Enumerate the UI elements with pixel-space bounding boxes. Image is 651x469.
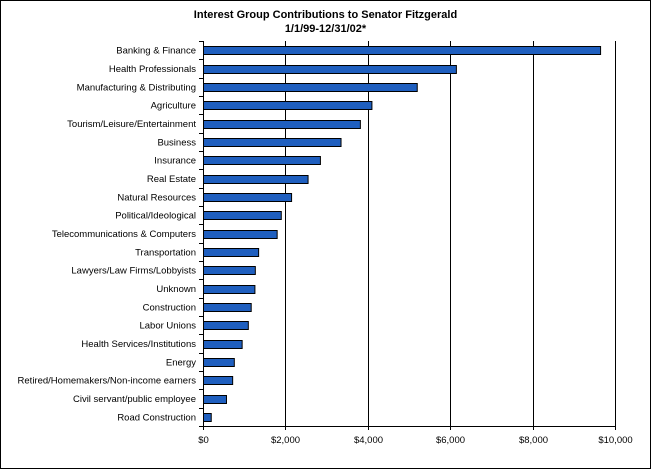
- category-label: Manufacturing & Distributing: [77, 82, 196, 93]
- gridlines: [285, 41, 616, 426]
- category-label: Transportation: [135, 247, 196, 258]
- bar: [203, 285, 256, 294]
- category-label: Energy: [166, 357, 196, 368]
- category-label: Tourism/Leisure/Entertainment: [67, 119, 196, 130]
- category-label: Retired/Homemakers/Non-income earners: [18, 376, 197, 387]
- category-label: Labor Unions: [139, 321, 196, 332]
- bar: [203, 175, 309, 184]
- category-label: Real Estate: [147, 174, 196, 185]
- bar: [203, 65, 457, 74]
- bar: [203, 193, 293, 202]
- bar: [203, 120, 361, 129]
- chart-title-block: Interest Group Contributions to Senator …: [0, 8, 651, 36]
- bar: [203, 156, 321, 165]
- category-label: Agriculture: [151, 101, 196, 112]
- x-tick-label: $0: [198, 435, 209, 446]
- bar: [203, 248, 260, 257]
- bar: [203, 358, 235, 367]
- bar: [203, 138, 342, 147]
- category-labels: Banking & Finance Health Professionals Man…: [18, 46, 197, 424]
- bar: [203, 46, 602, 55]
- category-label: Telecommunications & Computers: [52, 229, 196, 240]
- bar: [203, 321, 249, 330]
- category-label: Political/Ideological: [115, 211, 196, 222]
- category-label: Banking & Finance: [116, 46, 196, 57]
- category-label: Civil servant/public employee: [73, 394, 196, 405]
- x-tick-label: $2,000: [271, 435, 300, 446]
- x-tick-label: $8,000: [519, 435, 548, 446]
- bar: [203, 376, 234, 385]
- chart-title: Interest Group Contributions to Senator …: [193, 9, 458, 21]
- bar: [203, 395, 227, 404]
- x-tick-label: $10,000: [598, 435, 632, 446]
- bar: [203, 266, 256, 275]
- x-tick-label: $6,000: [436, 435, 465, 446]
- category-label: Unknown: [156, 284, 196, 295]
- x-tick-labels: $0 $2,000 $4,000 $6,000 $8,000 $10,000: [198, 435, 632, 446]
- category-label: Construction: [143, 302, 196, 313]
- category-label: Road Construction: [117, 412, 196, 423]
- bar: [203, 83, 418, 92]
- x-tick-label: $4,000: [354, 435, 383, 446]
- chart-subtitle: 1/1/99-12/31/02*: [284, 23, 367, 35]
- category-label: Health Professionals: [109, 64, 196, 75]
- bar: [203, 303, 252, 312]
- category-label: Business: [157, 137, 196, 148]
- bar: [203, 101, 373, 110]
- axes: [199, 41, 616, 430]
- bar: [203, 230, 278, 239]
- category-label: Natural Resources: [117, 192, 196, 203]
- bar: [203, 413, 212, 422]
- category-label: Health Services/Institutions: [81, 339, 196, 350]
- category-label: Lawyers/Law Firms/Lobbyists: [71, 266, 196, 277]
- bar: [203, 340, 243, 349]
- category-label: Insurance: [154, 156, 196, 167]
- bars: [203, 46, 602, 422]
- bar: [203, 211, 282, 220]
